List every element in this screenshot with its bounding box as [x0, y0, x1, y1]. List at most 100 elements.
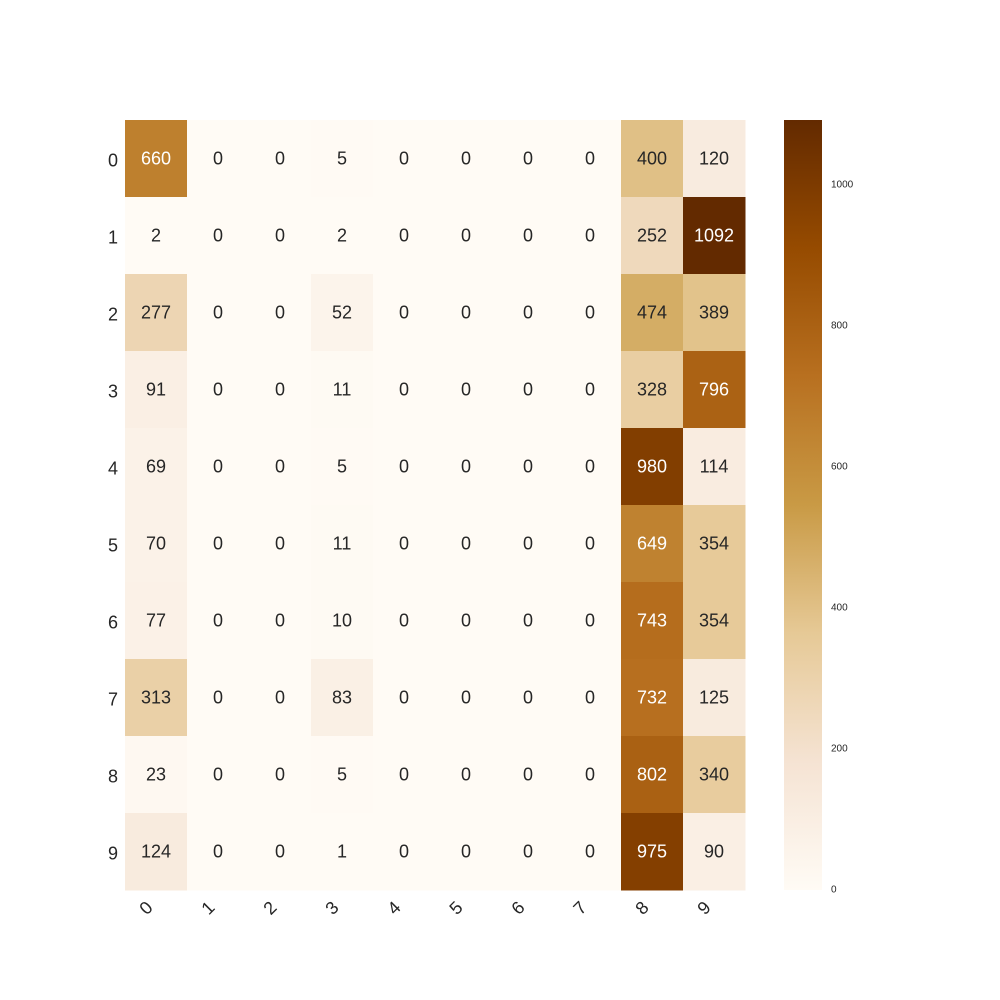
- heatmap-cell: [683, 813, 746, 891]
- heatmap-cell: [373, 659, 436, 737]
- y-tick-label: 5: [108, 536, 118, 556]
- heatmap-cell: [249, 813, 312, 891]
- cell-value-label: 5: [337, 765, 347, 785]
- heatmap-cell: [125, 197, 188, 275]
- cell-value-label: 0: [585, 842, 595, 862]
- heatmap-cell: [373, 505, 436, 583]
- colorbar-gradient: [784, 120, 822, 890]
- x-tick-label: 7: [569, 897, 590, 918]
- cell-value-label: 0: [399, 380, 409, 400]
- cell-value-label: 0: [213, 842, 223, 862]
- cell-value-label: 0: [461, 534, 471, 554]
- cell-value-label: 0: [213, 226, 223, 246]
- cell-value-label: 0: [585, 611, 595, 631]
- cell-value-label: 2: [151, 226, 161, 246]
- y-tick-label: 2: [108, 305, 118, 325]
- x-tick-label: 8: [631, 897, 652, 918]
- cell-value-label: 743: [637, 611, 667, 631]
- cell-value-label: 252: [637, 226, 667, 246]
- heatmap-cell: [373, 813, 436, 891]
- heatmap-cell: [559, 428, 622, 506]
- heatmap-cell: [435, 736, 498, 814]
- cell-value-label: 0: [461, 149, 471, 169]
- cell-value-label: 0: [461, 688, 471, 708]
- heatmap-cell: [187, 197, 250, 275]
- heatmap-cell: [311, 582, 374, 660]
- cell-value-label: 400: [637, 149, 667, 169]
- heatmap-cell: [311, 813, 374, 891]
- heatmap-cell: [187, 736, 250, 814]
- heatmap-cell: [249, 736, 312, 814]
- heatmap-cell: [497, 813, 560, 891]
- cell-value-label: 90: [704, 842, 724, 862]
- heatmap-cell: [311, 120, 374, 198]
- cell-value-label: 11: [333, 534, 352, 554]
- x-tick-label: 5: [445, 897, 466, 918]
- cell-value-label: 796: [699, 380, 729, 400]
- cell-value-label: 0: [399, 457, 409, 477]
- x-tick-label: 9: [693, 897, 714, 918]
- cell-value-label: 0: [399, 303, 409, 323]
- heatmap-cell: [559, 659, 622, 737]
- heatmap-cell: [621, 505, 684, 583]
- heatmap-cell: [497, 659, 560, 737]
- cell-value-label: 0: [585, 534, 595, 554]
- heatmap-cell: [497, 274, 560, 352]
- cell-value-label: 69: [146, 457, 166, 477]
- cell-value-label: 0: [523, 842, 533, 862]
- heatmap-cell: [187, 120, 250, 198]
- cell-value-label: 0: [275, 534, 285, 554]
- cell-value-label: 77: [146, 611, 166, 631]
- y-tick-label: 3: [108, 382, 118, 402]
- cell-value-label: 0: [399, 842, 409, 862]
- heatmap-cell: [373, 274, 436, 352]
- cell-value-label: 83: [332, 688, 352, 708]
- heatmap-cell: [435, 659, 498, 737]
- cell-value-label: 0: [523, 765, 533, 785]
- cell-value-label: 0: [275, 611, 285, 631]
- cell-value-label: 0: [585, 303, 595, 323]
- cell-value-label: 0: [461, 303, 471, 323]
- heatmap-cell: [683, 659, 746, 737]
- heatmap-cell: [435, 813, 498, 891]
- cell-value-label: 313: [141, 688, 171, 708]
- y-tick-label: 9: [108, 844, 118, 864]
- heatmap-cell: [621, 813, 684, 891]
- heatmap-cell: [373, 428, 436, 506]
- heatmap-cell: [435, 274, 498, 352]
- cell-value-label: 0: [523, 380, 533, 400]
- heatmap-cell: [125, 428, 188, 506]
- cell-value-label: 52: [332, 303, 352, 323]
- cell-value-label: 0: [399, 149, 409, 169]
- colorbar-tick-label: 400: [831, 602, 848, 613]
- cell-value-label: 0: [585, 765, 595, 785]
- heatmap-cell: [249, 197, 312, 275]
- cell-value-label: 389: [699, 303, 729, 323]
- heatmap-cell: [249, 582, 312, 660]
- cell-value-label: 10: [332, 611, 352, 631]
- heatmap-cell: [683, 274, 746, 352]
- heatmap-cell: [497, 428, 560, 506]
- heatmap-cell: [125, 120, 188, 198]
- heatmap-cell: [559, 351, 622, 429]
- cell-value-label: 0: [213, 688, 223, 708]
- cell-value-label: 0: [275, 149, 285, 169]
- cell-value-label: 124: [141, 842, 171, 862]
- cell-value-label: 0: [585, 688, 595, 708]
- cell-value-label: 980: [637, 457, 667, 477]
- colorbar: 0 200 400 600 800 1000: [784, 120, 854, 896]
- heatmap-cell: [621, 274, 684, 352]
- heatmap-cell: [559, 197, 622, 275]
- cell-value-label: 649: [637, 534, 667, 554]
- heatmap-cell: [621, 120, 684, 198]
- cell-value-label: 0: [213, 765, 223, 785]
- heatmap-cell: [435, 505, 498, 583]
- colorbar-tick-label: 0: [831, 885, 837, 896]
- heatmap-cell: [187, 351, 250, 429]
- heatmap-cell: [559, 736, 622, 814]
- y-tick-label: 1: [108, 228, 118, 248]
- heatmap-cell: [435, 582, 498, 660]
- heatmap-cell: [559, 120, 622, 198]
- heatmap-cell: [683, 736, 746, 814]
